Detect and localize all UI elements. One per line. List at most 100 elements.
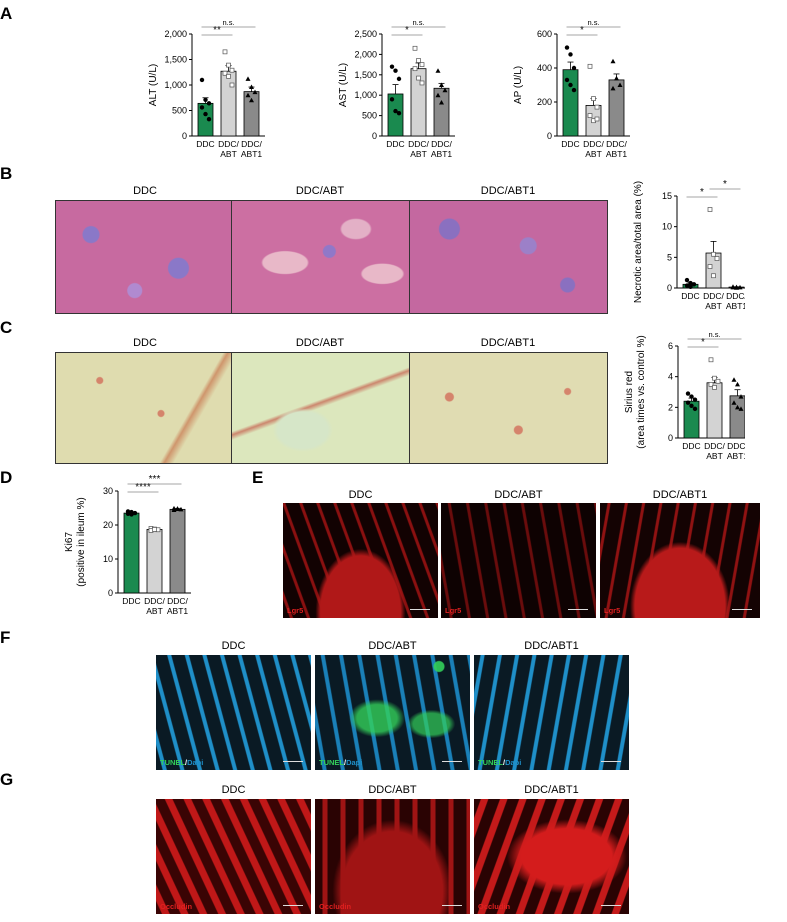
f-title-abt: DDC/ABT (368, 640, 417, 652)
data-point (571, 87, 577, 93)
y-tick-label: 20 (103, 520, 113, 530)
significance-label: **** (135, 482, 151, 493)
y-tick-label: 1,500 (354, 70, 377, 80)
y-tick-label: 500 (362, 111, 377, 121)
y-tick-label: 1,000 (354, 90, 377, 100)
occludin-label-abt1: Occludin (478, 902, 511, 911)
data-point (735, 404, 740, 410)
occludin-image-abt: Occludin (315, 799, 470, 914)
significance-label: n.s. (412, 18, 424, 27)
data-point (226, 62, 231, 68)
data-point (691, 282, 697, 287)
scale-bar (442, 761, 462, 762)
data-point (199, 77, 205, 83)
bar (220, 70, 237, 137)
significance-label: *** (149, 475, 161, 485)
y-tick-label: 0 (547, 131, 552, 141)
necrotic-area-chart: Necrotic area/total area (%) 0 5 10 15 DDC DDC… (633, 180, 745, 311)
data-point (203, 111, 208, 117)
data-point (735, 381, 740, 387)
data-point (175, 506, 180, 511)
y-tick-label: 30 (103, 486, 113, 496)
data-point (715, 378, 721, 384)
he-image-abt1 (409, 200, 608, 314)
data-point (708, 381, 714, 387)
data-point (689, 394, 694, 399)
y-tick-label: 500 (172, 106, 187, 116)
lgr5-label-abt: Lgr5 (445, 606, 462, 615)
data-point (132, 510, 138, 516)
y-axis-label: Necrotic area/total area (%) (633, 181, 644, 303)
y-tick-label: 400 (537, 63, 552, 73)
data-point (738, 406, 744, 411)
data-point (203, 97, 208, 102)
significance-label: ** (213, 25, 221, 36)
data-point (685, 400, 691, 405)
x-tick-label: ABT (146, 606, 163, 616)
data-point (252, 89, 258, 95)
data-point (439, 100, 444, 105)
e-title-abt: DDC/ABT (494, 489, 543, 501)
data-point (587, 113, 593, 118)
e-title-abt1: DDC/ABT1 (652, 489, 708, 501)
data-point (199, 105, 205, 110)
bar (169, 508, 186, 594)
data-point (389, 64, 395, 69)
data-point (564, 45, 570, 50)
data-point (222, 49, 228, 55)
sirius-red-chart: Sirius red (area times vs. control %) 0 2 4 6… (624, 330, 745, 461)
y-tick-label: 0 (372, 131, 377, 141)
y-tick-label: 200 (537, 97, 552, 107)
data-point (389, 97, 395, 102)
data-point (731, 400, 737, 405)
he-image-abt (231, 200, 410, 314)
b-title-abt: DDC/ABT (295, 185, 345, 197)
occludin-label-ddc: Occludin (160, 902, 193, 911)
tunel-label-abt: TUNEL/Dapi (319, 758, 363, 767)
panel-label-c: C (0, 318, 13, 337)
panel-label-e: E (252, 468, 264, 487)
panel-label-b: B (0, 164, 13, 183)
data-point (688, 284, 693, 289)
y-tick-label: 4 (668, 372, 673, 382)
c-title-abt1: DDC/ABT1 (480, 337, 536, 349)
y-tick-label: 10 (662, 222, 672, 232)
scale-bar (732, 609, 752, 610)
x-tick-label: DDC/ (704, 441, 725, 451)
occludin-image-ddc: Occludin (156, 799, 311, 914)
data-point (412, 66, 418, 72)
y-tick-label: 1,000 (164, 80, 187, 90)
bar (433, 87, 450, 137)
data-point (692, 397, 698, 402)
lgr5-image-ddc: Lgr5 (283, 503, 438, 618)
data-point (707, 264, 713, 269)
g-title-abt: DDC/ABT (368, 784, 417, 796)
data-point (416, 75, 421, 81)
x-tick-label: DDC/ (726, 291, 745, 301)
data-point (245, 76, 251, 81)
significance-label: * (405, 25, 409, 36)
data-point (568, 82, 573, 88)
data-point (435, 92, 441, 98)
data-point (571, 65, 577, 71)
data-point (712, 375, 717, 381)
significance-label: * (580, 25, 584, 36)
bar (123, 512, 140, 594)
data-point (594, 116, 600, 122)
data-point (435, 68, 441, 73)
data-point (416, 58, 421, 63)
data-point (152, 527, 157, 532)
bar (706, 382, 723, 439)
x-tick-label: DDC (386, 139, 404, 149)
scale-bar (442, 905, 462, 906)
panel-label-f: F (0, 628, 11, 647)
bar (608, 79, 625, 137)
sirius-image-abt1 (409, 352, 608, 464)
data-point (737, 284, 743, 290)
x-tick-label: ABT1 (727, 451, 745, 461)
lgr5-image-abt1: Lgr5 (600, 503, 760, 618)
y-tick-label: 6 (668, 341, 673, 351)
significance-label: * (723, 180, 727, 190)
y-tick-label: 5 (667, 252, 672, 262)
